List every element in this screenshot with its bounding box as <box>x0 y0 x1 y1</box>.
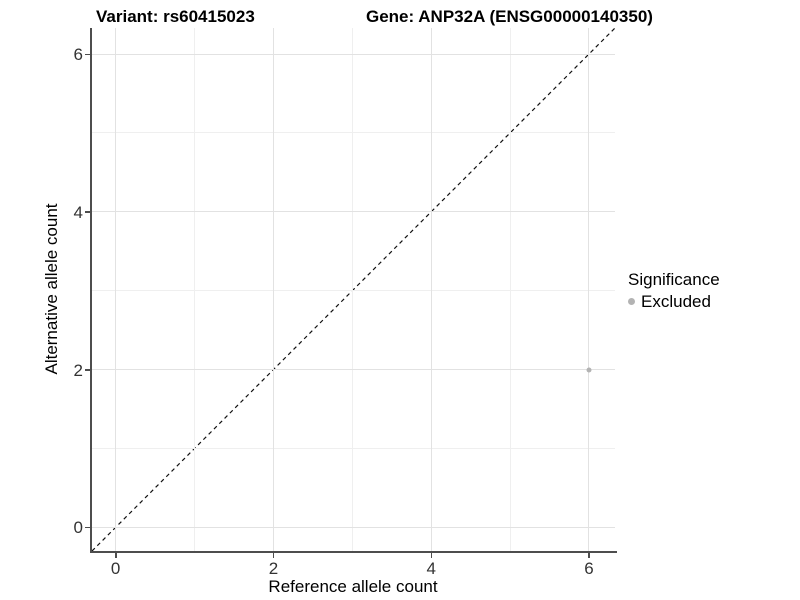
legend-item: Excluded <box>628 292 720 311</box>
x-major-gridline <box>588 28 590 551</box>
legend-title: Significance <box>628 270 720 289</box>
y-tick-label: 2 <box>73 360 83 380</box>
x-tick-mark <box>430 553 433 558</box>
y-axis-line <box>90 28 92 553</box>
plot-panel <box>92 28 615 551</box>
y-major-gridline <box>92 211 615 213</box>
y-tick-mark <box>85 526 90 529</box>
identity-line <box>92 28 615 551</box>
x-tick-label: 4 <box>426 559 436 578</box>
legend-items: Excluded <box>628 292 720 311</box>
legend-item-label: Excluded <box>641 292 711 311</box>
y-tick-mark <box>85 211 90 213</box>
y-tick-label: 6 <box>73 45 83 65</box>
x-minor-gridline <box>509 28 511 551</box>
y-tick-mark <box>85 53 90 56</box>
identity-line-layer <box>92 28 615 551</box>
x-axis-title: Reference allele count <box>268 577 438 596</box>
data-point <box>586 367 592 373</box>
y-minor-gridline <box>92 132 615 134</box>
y-axis-title: Alternative allele count <box>42 203 61 375</box>
y-minor-gridline <box>92 447 615 449</box>
x-tick-label: 0 <box>110 559 121 578</box>
x-major-gridline <box>272 28 274 551</box>
y-major-gridline <box>92 526 615 528</box>
gene-title: Gene: ANP32A (ENSG00000140350) <box>366 7 653 26</box>
x-tick-mark <box>115 553 117 558</box>
y-tick-label: 4 <box>73 202 83 222</box>
y-tick-mark <box>85 369 90 371</box>
x-tick-mark <box>588 553 590 558</box>
legend-key-circle-icon <box>628 298 635 305</box>
y-minor-gridline <box>92 290 615 292</box>
x-axis-line <box>90 551 617 553</box>
y-tick-label: 0 <box>73 518 83 538</box>
variant-title: Variant: rs60415023 <box>96 7 255 26</box>
x-tick-mark <box>272 553 275 558</box>
x-major-gridline <box>430 28 432 551</box>
x-tick-label: 6 <box>584 559 594 578</box>
legend: Significance Excluded <box>628 270 720 311</box>
x-minor-gridline <box>194 28 196 551</box>
x-minor-gridline <box>351 28 353 551</box>
x-tick-label: 2 <box>268 559 279 578</box>
y-major-gridline <box>92 53 615 55</box>
x-major-gridline <box>115 28 117 551</box>
y-major-gridline <box>92 369 615 371</box>
